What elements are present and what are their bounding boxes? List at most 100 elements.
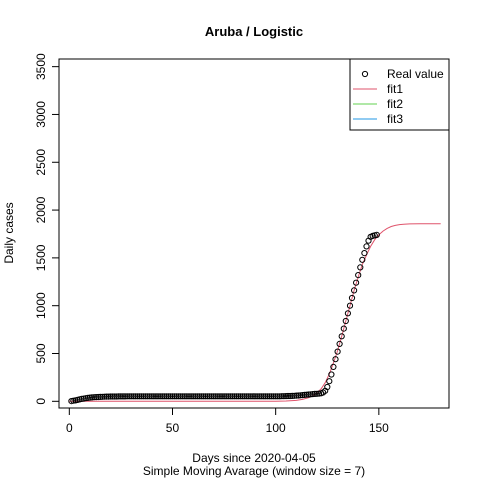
real-value-point [208,393,215,400]
real-value-point [117,393,125,400]
real-value-point [198,393,205,400]
real-value-series [68,231,380,405]
real-value-point [103,393,110,400]
real-value-point [344,310,351,317]
real-value-point [315,390,323,397]
real-value-point [105,393,112,400]
real-value-point [258,393,265,400]
y-tick-label: 500 [34,343,48,363]
real-value-point [229,393,236,400]
real-value-point [113,393,120,400]
x-tick-label: 0 [66,421,73,435]
fit1-line [69,223,441,402]
real-value-point [148,393,155,400]
x-tick-label: 150 [369,421,389,435]
real-value-point [272,393,279,400]
real-value-point [111,393,118,400]
real-value-point [119,393,127,400]
real-value-point [313,390,320,397]
real-value-point [227,393,234,400]
real-value-point [340,325,347,332]
y-tick-label: 2000 [34,196,48,223]
real-value-point [200,393,207,400]
x-axis: 0 50 100 150 [66,407,389,435]
real-value-point [280,393,287,400]
real-value-point [130,393,137,400]
real-value-point [363,243,370,250]
real-value-point [140,393,147,400]
real-value-point [223,393,230,400]
real-value-point [357,264,364,271]
real-value-point [190,393,197,400]
real-value-point [86,394,94,401]
real-value-point [249,393,257,400]
real-value-point [181,393,188,400]
real-value-point [70,397,77,404]
real-value-point [355,272,362,279]
real-value-point [93,394,100,401]
real-value-point [115,393,122,400]
real-value-point [359,256,366,263]
real-value-point [353,279,360,286]
y-tick-label: 3500 [34,53,48,80]
real-value-point [126,393,133,400]
real-value-point [260,393,267,400]
x-axis-label: Days since 2020-04-05 [192,451,316,465]
real-value-point [233,393,240,400]
real-value-point [202,393,209,400]
real-value-point [136,393,143,400]
real-value-point [330,363,337,370]
real-value-point [101,393,108,400]
real-value-point [338,333,345,340]
real-value-point [142,393,149,400]
real-value-point [299,392,306,399]
real-value-point [216,393,224,400]
real-value-point [361,250,368,257]
real-value-point [303,391,310,398]
real-value-point [295,392,302,399]
real-value-point [212,393,219,400]
real-value-point [254,393,261,400]
real-value-point [297,392,304,399]
real-value-point [245,393,252,400]
legend-label: Real value [387,67,444,81]
real-value-point [262,393,269,400]
real-value-point [194,393,201,400]
y-tick-label: 1500 [34,244,48,271]
x-tick-label: 50 [166,421,180,435]
real-value-point [173,393,180,400]
real-value-point [305,391,312,398]
real-value-point [311,390,318,397]
legend-label: fit1 [387,82,403,96]
real-value-point [326,378,333,385]
real-value-point [256,393,263,400]
real-value-point [346,302,354,309]
real-value-point [287,392,294,400]
y-tick-label: 1000 [34,292,48,319]
real-value-point [134,393,141,400]
real-value-point [171,393,178,400]
real-value-point [82,395,89,402]
real-value-point [278,393,285,400]
real-value-point [274,393,281,400]
real-value-point [268,393,275,400]
real-value-point [251,393,259,400]
real-value-point [324,383,331,391]
real-value-point [78,395,85,402]
real-value-point [95,393,102,401]
real-value-point [91,394,98,401]
real-value-point [169,393,176,400]
real-value-point [179,393,186,400]
real-value-point [237,393,244,400]
real-value-point [218,393,226,400]
real-value-point [342,317,349,325]
real-value-point [159,393,166,400]
real-value-point [177,393,184,400]
real-value-point [241,393,248,400]
real-value-point [235,393,242,400]
real-value-point [231,393,238,400]
real-value-point [206,393,213,400]
real-value-point [373,231,380,238]
real-value-point [109,393,116,400]
